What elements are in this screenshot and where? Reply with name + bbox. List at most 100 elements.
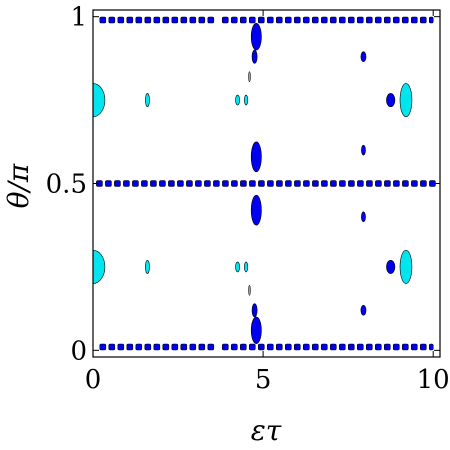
contour-dash — [410, 16, 418, 24]
contour-dash — [366, 180, 373, 187]
contour-dash — [135, 16, 143, 24]
contour-region — [360, 304, 367, 316]
contour-dash — [285, 180, 292, 187]
contour-dash — [320, 16, 328, 24]
contour-region — [251, 303, 258, 318]
contour-dash — [357, 180, 364, 187]
y-tick-label: 0 — [70, 336, 87, 366]
contour-region — [244, 261, 249, 273]
contour-dash — [302, 343, 310, 351]
contour-dash — [239, 343, 247, 351]
contour-dash — [117, 16, 125, 24]
contour-region — [244, 94, 249, 106]
contour-dash — [266, 343, 274, 351]
contour-region — [92, 249, 106, 284]
contour-dash — [257, 16, 265, 24]
contour-region — [361, 211, 366, 223]
contour-dash — [239, 16, 247, 24]
contour-dash — [329, 343, 337, 351]
contour-dash — [186, 180, 193, 187]
contour-region — [145, 259, 150, 274]
contour-dash — [108, 16, 116, 24]
contour-dash — [108, 343, 116, 351]
contour-dash — [126, 16, 134, 24]
contour-dash — [150, 180, 157, 187]
contour-dash — [171, 16, 179, 24]
contour-dash — [275, 343, 283, 351]
contour-dash — [293, 343, 301, 351]
contour-dash — [365, 343, 373, 351]
contour-dash — [123, 180, 130, 187]
contour-dash — [428, 16, 434, 24]
contour-region — [248, 284, 251, 296]
contour-dash — [356, 16, 364, 24]
y-axis-ticks: 00.51 — [46, 3, 440, 366]
contour-dash — [356, 343, 364, 351]
contour-dash — [144, 343, 152, 351]
contour-dash — [195, 180, 202, 187]
contour-dash — [207, 343, 215, 351]
contour-dash — [348, 180, 355, 187]
contour-dash — [162, 16, 170, 24]
contour-dash — [99, 343, 107, 351]
contour-dash — [258, 180, 265, 187]
contour-dash — [338, 16, 346, 24]
contour-region — [399, 83, 413, 118]
y-axis-label: θ/π — [2, 163, 35, 208]
contour-dash — [411, 180, 418, 187]
x-tick-label: 10 — [417, 365, 450, 395]
contour-dash — [105, 180, 112, 187]
contour-region — [386, 93, 396, 108]
contour-dash — [284, 16, 292, 24]
contour-dash — [248, 16, 256, 24]
contour-region — [145, 93, 150, 108]
contour-dash — [321, 180, 328, 187]
contour-region — [92, 83, 106, 118]
contour-region — [235, 261, 240, 273]
contour-dash — [311, 16, 319, 24]
contour-dash — [207, 16, 215, 24]
contour-dash — [312, 180, 319, 187]
contour-dash — [392, 343, 400, 351]
x-axis-label: ετ — [251, 414, 282, 447]
contour-dash — [198, 343, 206, 351]
contour-dash — [365, 16, 373, 24]
contour-region — [399, 249, 413, 284]
x-tick-label: 0 — [85, 365, 102, 395]
contour-dash — [401, 16, 409, 24]
contour-region — [251, 49, 258, 64]
contour-dash — [180, 16, 188, 24]
contour-dash — [392, 16, 400, 24]
contour-dash — [267, 180, 274, 187]
contour-dash — [189, 343, 197, 351]
contour-dash — [320, 343, 328, 351]
contour-dash — [159, 180, 166, 187]
contour-dash — [339, 180, 346, 187]
contour-dash — [222, 180, 229, 187]
contour-dash — [303, 180, 310, 187]
contour-region — [360, 51, 367, 63]
contour-region — [386, 259, 396, 274]
contour-dash — [419, 16, 427, 24]
contour-dash — [231, 180, 238, 187]
contour-dash — [153, 16, 161, 24]
contour-dash — [249, 180, 256, 187]
x-axis-ticks: 0 5 10 — [85, 10, 450, 395]
contour-dash — [132, 180, 139, 187]
contour-dash — [384, 180, 391, 187]
contour-dash — [275, 16, 283, 24]
contour-dash — [293, 16, 301, 24]
contour-dash — [117, 343, 125, 351]
contour-dash — [198, 16, 206, 24]
contour-dash — [330, 180, 337, 187]
contour-dash — [284, 343, 292, 351]
contour-dash — [428, 343, 434, 351]
contour-dash — [221, 16, 229, 24]
contour-dash — [410, 343, 418, 351]
contour-dash — [114, 180, 121, 187]
contour-dash — [374, 343, 382, 351]
contour-dash — [329, 16, 337, 24]
contour-region — [250, 316, 262, 344]
y-tick-label: 1 — [70, 3, 87, 33]
